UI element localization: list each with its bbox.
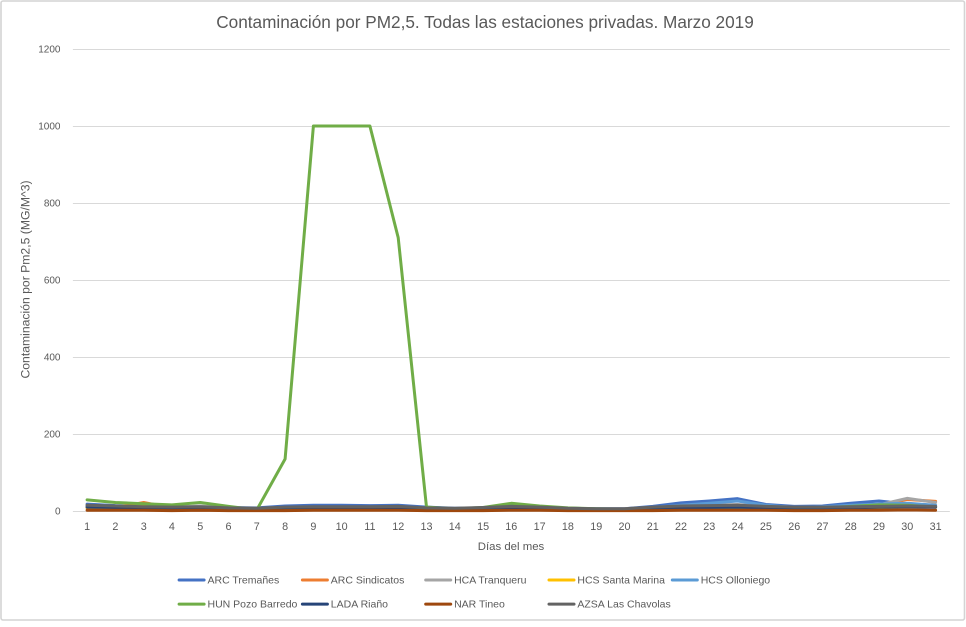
svg-text:Contaminación por PM2,5. Todas: Contaminación por PM2,5. Todas las estac…	[216, 12, 754, 32]
svg-text:27: 27	[816, 521, 828, 533]
svg-text:8: 8	[282, 521, 288, 533]
svg-text:28: 28	[845, 521, 857, 533]
svg-text:1200: 1200	[38, 45, 61, 56]
svg-text:11: 11	[364, 521, 375, 533]
svg-text:21: 21	[647, 521, 659, 533]
svg-text:9: 9	[310, 521, 316, 533]
svg-text:3: 3	[141, 521, 147, 533]
svg-text:1000: 1000	[38, 122, 61, 133]
svg-text:29: 29	[873, 521, 885, 533]
svg-text:Días del mes: Días del mes	[478, 541, 545, 553]
svg-text:200: 200	[44, 430, 61, 441]
svg-text:20: 20	[618, 521, 630, 533]
svg-text:18: 18	[562, 521, 574, 533]
svg-text:10: 10	[336, 521, 348, 533]
svg-text:NAR Tineo: NAR Tineo	[454, 599, 505, 611]
svg-text:17: 17	[534, 521, 546, 533]
svg-text:31: 31	[930, 521, 942, 533]
svg-text:30: 30	[901, 521, 913, 533]
svg-text:ARC Sindicatos: ARC Sindicatos	[331, 574, 405, 586]
svg-text:14: 14	[449, 521, 461, 533]
svg-text:AZSA Las Chavolas: AZSA Las Chavolas	[577, 599, 670, 611]
svg-text:4: 4	[169, 521, 175, 533]
svg-text:600: 600	[44, 276, 61, 287]
svg-text:HCA Tranqueru: HCA Tranqueru	[454, 574, 527, 586]
svg-text:1: 1	[84, 521, 90, 533]
svg-text:6: 6	[225, 521, 231, 533]
svg-text:12: 12	[392, 521, 404, 533]
svg-text:7: 7	[254, 521, 260, 533]
svg-text:LADA Riaño: LADA Riaño	[331, 599, 388, 611]
svg-text:19: 19	[590, 521, 602, 533]
svg-text:HUN Pozo Barredo: HUN Pozo Barredo	[208, 599, 298, 611]
svg-text:15: 15	[477, 521, 489, 533]
svg-text:23: 23	[703, 521, 715, 533]
svg-text:22: 22	[675, 521, 687, 533]
svg-text:24: 24	[732, 521, 744, 533]
svg-text:HCS Santa Marina: HCS Santa Marina	[577, 574, 665, 586]
svg-text:800: 800	[44, 199, 61, 210]
svg-text:13: 13	[420, 521, 432, 533]
svg-text:25: 25	[760, 521, 772, 533]
svg-text:400: 400	[44, 353, 61, 364]
svg-text:HCS Olloniego: HCS Olloniego	[701, 574, 771, 586]
svg-text:16: 16	[505, 521, 517, 533]
svg-text:Contaminación por Pm2,5 (MG/M^: Contaminación por Pm2,5 (MG/M^3)	[19, 180, 33, 378]
svg-text:0: 0	[55, 507, 61, 518]
svg-text:5: 5	[197, 521, 203, 533]
svg-text:2: 2	[112, 521, 118, 533]
svg-text:ARC Tremañes: ARC Tremañes	[208, 574, 280, 586]
svg-text:26: 26	[788, 521, 800, 533]
